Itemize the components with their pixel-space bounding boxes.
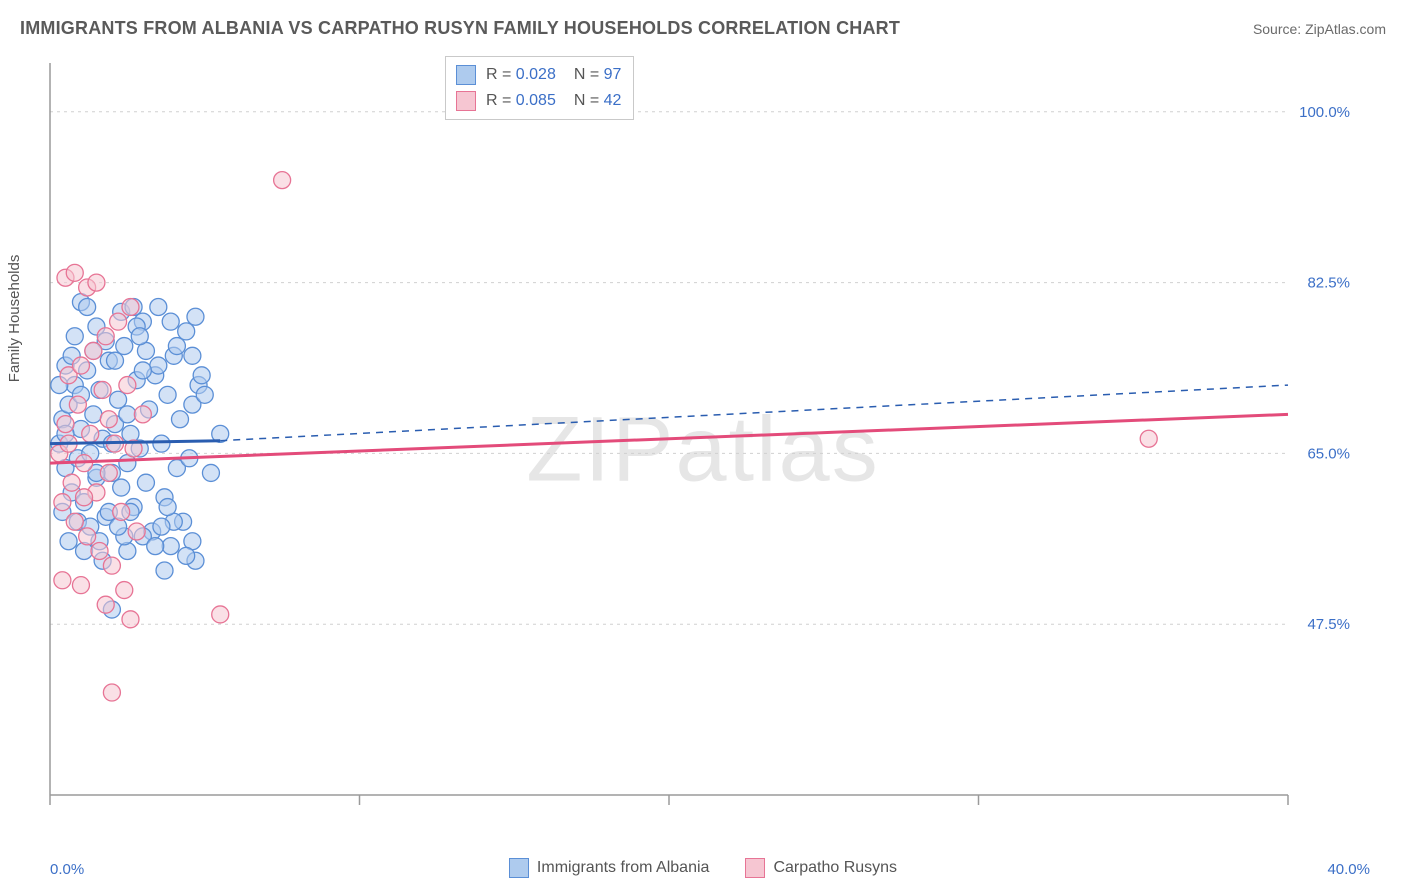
- stats-legend-row: R = 0.085N = 42: [456, 88, 621, 114]
- chart-plot-area: ZIPatlas 47.5% 65.0% 82.5% 100.0%: [48, 55, 1358, 815]
- svg-text:100.0%: 100.0%: [1299, 104, 1350, 121]
- scatter-svg: ZIPatlas 47.5% 65.0% 82.5% 100.0%: [48, 55, 1358, 815]
- legend-swatch: [456, 91, 476, 111]
- legend-stats-text: R = 0.028N = 97: [486, 66, 621, 84]
- series-legend: Immigrants from Albania Carpatho Rusyns: [0, 858, 1406, 878]
- legend-swatch: [509, 858, 529, 878]
- legend-stats-text: R = 0.085N = 42: [486, 92, 621, 110]
- svg-text:47.5%: 47.5%: [1307, 616, 1350, 633]
- series-legend-item: Immigrants from Albania: [509, 858, 710, 878]
- svg-text:ZIPatlas: ZIPatlas: [526, 399, 879, 501]
- chart-source: Source: ZipAtlas.com: [1253, 21, 1386, 37]
- svg-text:65.0%: 65.0%: [1307, 445, 1350, 462]
- chart-title: IMMIGRANTS FROM ALBANIA VS CARPATHO RUSY…: [20, 18, 900, 39]
- stats-legend: R = 0.028N = 97 R = 0.085N = 42: [445, 56, 634, 120]
- legend-swatch: [745, 858, 765, 878]
- svg-text:82.5%: 82.5%: [1307, 275, 1350, 292]
- series-legend-label: Carpatho Rusyns: [773, 859, 897, 877]
- y-axis-label: Family Households: [6, 255, 23, 383]
- legend-swatch: [456, 65, 476, 85]
- series-legend-label: Immigrants from Albania: [537, 859, 710, 877]
- series-legend-item: Carpatho Rusyns: [745, 858, 897, 878]
- chart-header: IMMIGRANTS FROM ALBANIA VS CARPATHO RUSY…: [20, 18, 1386, 39]
- stats-legend-row: R = 0.028N = 97: [456, 62, 621, 88]
